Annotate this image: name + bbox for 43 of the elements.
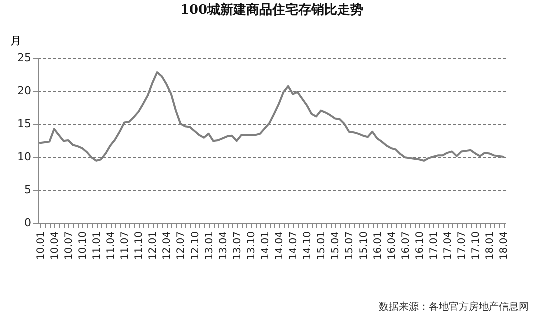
x-tick-label: 16.10 — [414, 232, 426, 260]
y-tick-label: 5 — [24, 184, 32, 196]
x-tick-label: 15.10 — [358, 232, 370, 260]
x-tick-label: 17.01 — [428, 232, 440, 260]
y-tick-label: 15 — [18, 118, 32, 130]
x-tick-label: 14.10 — [302, 232, 314, 260]
x-tick-label: 13.07 — [232, 232, 244, 260]
x-tick-label: 13.10 — [246, 232, 258, 260]
x-tick-label: 11.04 — [106, 232, 118, 260]
source-note: 数据来源：各地官方房地产信息网 — [379, 300, 529, 314]
x-tick-label: 16.07 — [400, 232, 412, 260]
chart-title: 100城新建商品住宅存销比走势 — [180, 2, 364, 18]
x-tick-label: 12.01 — [148, 232, 160, 260]
x-tick-label: 15.01 — [316, 232, 328, 260]
x-tick-label: 15.04 — [330, 232, 342, 260]
x-tick-label: 11.10 — [134, 232, 146, 260]
x-tick-label: 12.04 — [162, 232, 174, 260]
x-tick-label: 10.04 — [50, 232, 61, 260]
y-tick-label: 10 — [18, 150, 32, 164]
x-tick-label: 10.01 — [36, 232, 47, 260]
y-tick-label: 25 — [18, 52, 32, 64]
x-tick-label: 17.04 — [443, 232, 454, 260]
x-tick-label: 12.10 — [190, 232, 202, 260]
x-tick-label: 11.07 — [120, 232, 132, 260]
y-tick-label: 0 — [24, 216, 32, 230]
x-tick-label: 13.01 — [204, 232, 216, 260]
x-tick-label: 14.07 — [288, 232, 300, 260]
y-tick-label: 20 — [18, 84, 32, 98]
x-tick-label: 18.04 — [499, 232, 510, 260]
x-tick-label: 18.01 — [485, 232, 496, 260]
x-tick-label: 11.01 — [92, 232, 103, 260]
x-tick-label: 13.04 — [218, 232, 230, 260]
x-tick-label: 17.07 — [457, 232, 468, 260]
y-axis-title: 月 — [10, 34, 22, 48]
x-tick-label: 14.01 — [260, 232, 272, 260]
x-tick-label: 14.04 — [274, 232, 286, 260]
x-tick-label: 16.04 — [386, 232, 398, 260]
x-tick-label: 10.07 — [64, 232, 75, 260]
x-tick-label: 15.07 — [344, 232, 356, 260]
x-tick-label: 12.07 — [176, 232, 188, 260]
x-tick-label: 17.10 — [471, 232, 482, 260]
x-tick-label: 16.01 — [372, 232, 384, 260]
x-tick-label: 10.10 — [78, 232, 89, 260]
